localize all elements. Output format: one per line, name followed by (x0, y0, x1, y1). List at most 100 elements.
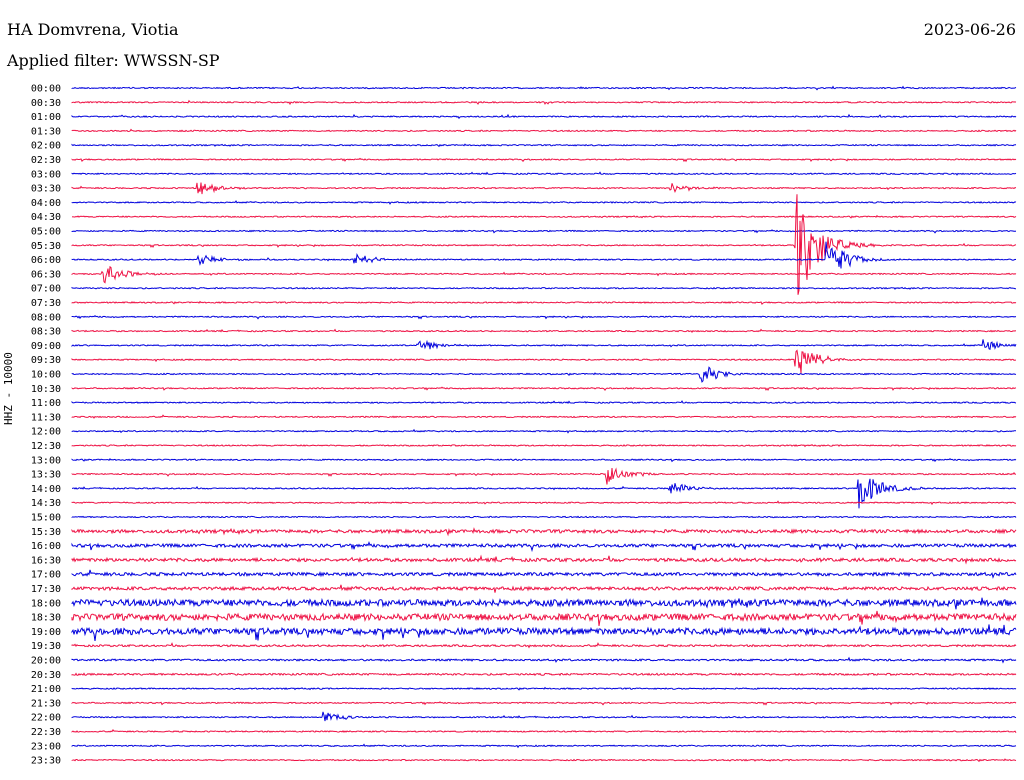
trace-row (71, 467, 1017, 485)
row-time-label: 23:00 (31, 741, 61, 752)
trace-row (71, 99, 1017, 106)
trace-row (71, 113, 1017, 120)
row-time-label: 04:30 (31, 212, 61, 223)
trace-row (71, 182, 1017, 195)
trace-row (71, 328, 1017, 334)
trace-row (71, 265, 1017, 284)
trace-row (71, 157, 1017, 163)
trace-row (71, 478, 1017, 509)
row-time-label: 09:00 (31, 341, 61, 352)
filter-label: Applied filter: WWSSN-SP (7, 51, 220, 70)
row-time-label: 15:30 (31, 527, 61, 538)
row-time-label: 08:00 (31, 312, 61, 323)
trace-row (71, 349, 1016, 374)
row-time-label: 18:30 (31, 613, 61, 624)
row-time-label: 08:30 (31, 327, 61, 338)
trace-row (71, 400, 1017, 404)
trace-row (71, 241, 1017, 269)
row-time-label: 13:00 (31, 455, 61, 466)
trace-row (71, 527, 1017, 537)
trace-row (71, 743, 1017, 749)
row-time-label: 10:30 (31, 384, 61, 395)
row-time-label: 22:00 (31, 713, 61, 724)
row-time-label: 03:00 (31, 169, 61, 180)
row-time-label: 20:30 (31, 670, 61, 681)
trace-row (71, 286, 1016, 290)
row-time-label: 04:00 (31, 198, 61, 209)
station-title: HA Domvrena, Viotia (7, 20, 179, 39)
trace-row (71, 569, 1017, 579)
row-time-label: 20:00 (31, 656, 61, 667)
row-time-label: 22:30 (31, 727, 61, 738)
row-time-label: 09:30 (31, 355, 61, 366)
trace-row (71, 85, 1017, 91)
trace-row (71, 444, 1017, 448)
trace-row (71, 515, 1017, 519)
row-time-label: 11:00 (31, 398, 61, 409)
row-time-label: 02:00 (31, 141, 61, 152)
trace-row (71, 428, 1016, 434)
row-time-label: 05:00 (31, 227, 61, 238)
row-time-label: 14:00 (31, 484, 61, 495)
trace-row (71, 171, 1017, 176)
row-time-label: 06:30 (31, 269, 61, 280)
trace-row (71, 366, 1017, 383)
trace-row (71, 200, 1017, 205)
row-time-label: 00:00 (31, 84, 61, 95)
trace-row (71, 314, 1017, 320)
row-time-label: 15:00 (31, 513, 61, 524)
row-time-label: 16:00 (31, 541, 61, 552)
row-time-label: 17:30 (31, 584, 61, 595)
trace-row (71, 642, 1017, 649)
row-time-label: 06:00 (31, 255, 61, 266)
row-time-label: 16:30 (31, 555, 61, 566)
trace-row (71, 584, 1017, 593)
row-time-label: 12:00 (31, 427, 61, 438)
trace-row (71, 701, 1017, 706)
trace-row (71, 386, 1017, 392)
trace-row (71, 194, 1017, 295)
trace-row (71, 339, 1017, 351)
row-time-label: 14:30 (31, 498, 61, 509)
row-time-label: 12:30 (31, 441, 61, 452)
trace-row (71, 540, 1017, 553)
trace-row (71, 229, 1017, 234)
trace-row (71, 624, 1017, 641)
trace-row (71, 610, 1017, 626)
trace-row (71, 686, 1017, 691)
trace-row (71, 300, 1017, 305)
row-time-label: 01:30 (31, 126, 61, 137)
row-time-label: 01:00 (31, 112, 61, 123)
trace-row (71, 500, 1017, 506)
row-time-label: 19:30 (31, 641, 61, 652)
row-time-label: 02:30 (31, 155, 61, 166)
trace-row (71, 143, 1017, 148)
trace-row (71, 128, 1017, 133)
trace-row (71, 414, 1017, 419)
row-time-label: 17:00 (31, 570, 61, 581)
row-time-label: 05:30 (31, 241, 61, 252)
trace-row (71, 457, 1017, 463)
row-time-label: 07:00 (31, 284, 61, 295)
trace-row (71, 729, 1017, 733)
row-time-label: 21:00 (31, 684, 61, 695)
row-time-label: 19:00 (31, 627, 61, 638)
trace-row (71, 214, 1017, 219)
date-label: 2023-06-26 (923, 20, 1016, 39)
row-time-label: 03:30 (31, 184, 61, 195)
row-time-label: 13:30 (31, 470, 61, 481)
trace-row (71, 597, 1017, 610)
trace-row (71, 554, 1017, 565)
trace-row (71, 711, 1017, 722)
trace-row (71, 672, 1017, 677)
row-time-label: 10:00 (31, 370, 61, 381)
trace-row (71, 758, 1017, 763)
row-time-label: 07:30 (31, 298, 61, 309)
row-time-label: 11:30 (31, 412, 61, 423)
row-time-label: 18:00 (31, 598, 61, 609)
row-time-label: 00:30 (31, 98, 61, 109)
trace-row (71, 656, 1017, 664)
row-time-label: 23:30 (31, 756, 61, 767)
row-time-label: 21:30 (31, 698, 61, 709)
